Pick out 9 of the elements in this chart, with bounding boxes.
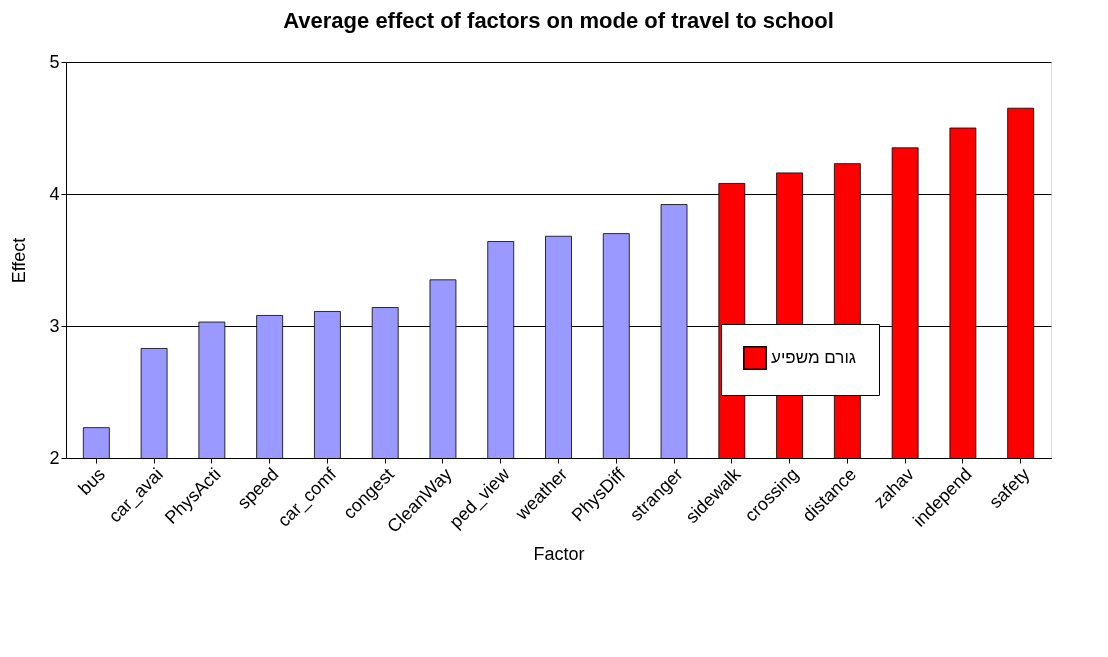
x-tick-label: bus [74, 464, 110, 499]
y-axis-title: Effect [9, 237, 30, 284]
y-tick-label: 2 [49, 447, 60, 468]
x-axis-title: Factor [533, 544, 585, 565]
y-tick-label: 3 [49, 315, 60, 336]
chart-title: Average effect of factors on mode of travel to school [283, 8, 834, 33]
y-tick-label: 4 [49, 183, 60, 204]
legend-label: גורם משפיע [771, 348, 857, 367]
y-tick-label: 5 [49, 51, 60, 72]
